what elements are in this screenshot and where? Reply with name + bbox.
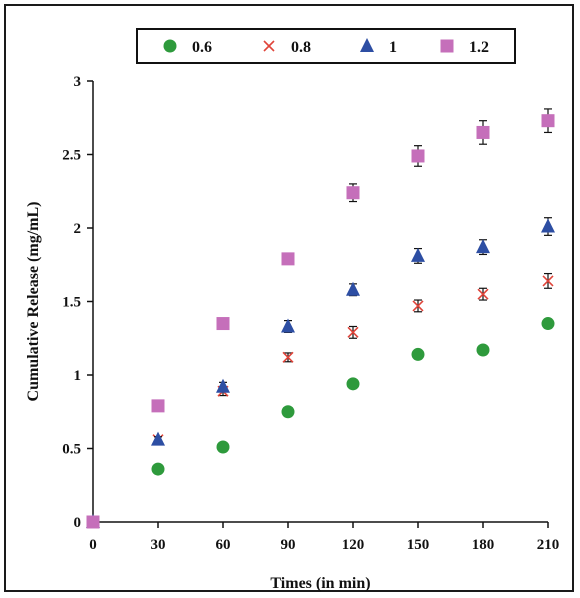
legend: 0.6 0.8 1 1.2	[136, 28, 516, 64]
data-point	[86, 515, 100, 529]
data-point	[476, 343, 490, 357]
data-point	[151, 431, 165, 446]
legend-marker	[360, 38, 374, 52]
legend-label: 0.8	[291, 39, 311, 56]
legend-marker	[440, 39, 454, 53]
legend-marker	[163, 39, 177, 53]
x-marker-stroke	[412, 300, 424, 312]
y-tick-label: 0	[74, 515, 82, 531]
data-point	[216, 440, 230, 454]
x-tick-label: 0	[89, 537, 97, 553]
x-marker-stroke	[263, 40, 275, 52]
legend-label: 1.2	[469, 39, 489, 56]
y-tick-label: 3	[74, 74, 82, 90]
data-point	[541, 114, 555, 128]
x-marker-stroke	[347, 326, 359, 338]
data-point	[476, 239, 490, 254]
x-tick-label: 30	[151, 537, 166, 553]
series-0.6	[86, 317, 555, 529]
series-1	[86, 217, 555, 528]
data-point	[216, 317, 230, 331]
data-point	[541, 218, 555, 233]
data-point	[346, 377, 360, 391]
x-tick-label: 60	[216, 537, 231, 553]
x-tick-label: 120	[342, 537, 365, 553]
data-point	[542, 275, 554, 287]
data-point	[411, 347, 425, 361]
y-tick-label: 2.5	[62, 148, 81, 164]
data-point	[411, 149, 425, 163]
data-point	[541, 317, 555, 331]
x-axis-title: Times (in min)	[270, 575, 370, 592]
y-axis-title: Cumulative Release (mg/mL)	[25, 202, 42, 402]
legend-label: 1	[389, 39, 397, 56]
y-tick-label: 1	[74, 368, 82, 384]
x-tick-label: 180	[472, 537, 495, 553]
data-point	[281, 318, 295, 333]
data-point	[151, 399, 165, 413]
series-1.2	[86, 108, 555, 529]
legend-marker	[263, 40, 275, 52]
data-point	[281, 405, 295, 419]
x-tick-label: 150	[407, 537, 430, 553]
data-point	[281, 252, 295, 266]
data-point	[151, 462, 165, 476]
x-marker-stroke	[477, 288, 489, 300]
data-point	[476, 125, 490, 139]
legend-label: 0.6	[192, 39, 212, 56]
y-tick-label: 1.5	[62, 295, 81, 311]
chart-frame: 0.6 0.8 1 1.2 0 30 60 90 120 150 180 210 0 0.5 1 1.5 2 2…	[4, 4, 574, 592]
data-point	[346, 281, 360, 296]
x-marker-stroke	[282, 351, 294, 363]
data-marks	[86, 108, 555, 529]
data-point	[346, 186, 360, 200]
x-tick-label: 90	[281, 537, 296, 553]
x-tick-label: 210	[537, 537, 560, 553]
data-point	[347, 326, 359, 338]
x-marker-stroke	[542, 275, 554, 287]
data-point	[282, 351, 294, 363]
scatter-chart: 0.6 0.8 1 1.2 0 30 60 90 120 150 180 210 0 0.5 1 1.5 2 2…	[25, 28, 559, 592]
data-point	[412, 300, 424, 312]
y-tick-label: 2	[74, 221, 82, 237]
y-tick-label: 0.5	[62, 442, 81, 458]
axes: 0 30 60 90 120 150 180 210 0 0.5 1 1.5 2 2.5 3	[62, 74, 559, 553]
data-point	[411, 247, 425, 262]
data-point	[216, 378, 230, 393]
data-point	[477, 288, 489, 300]
